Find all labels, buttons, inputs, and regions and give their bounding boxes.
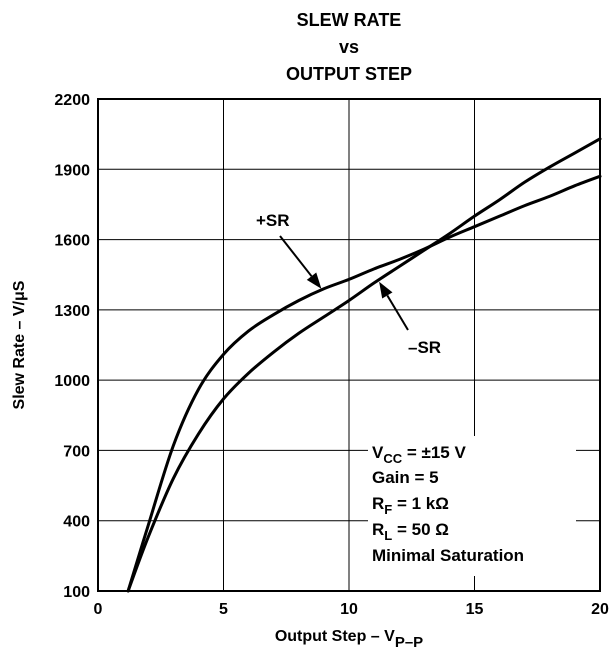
y-tick-label-6: 1900: [54, 162, 90, 179]
annotation-arrow-head-1: [379, 281, 393, 299]
chart-title-line-2: vs: [339, 37, 359, 57]
chart-annotations: +SR –SR: [256, 211, 441, 357]
plot-frame: [97, 98, 601, 592]
condition-box-background: [368, 436, 576, 576]
annotation-label-minus-sr: –SR: [408, 338, 441, 357]
x-tick-label-3: 15: [466, 601, 484, 618]
condition-saturation: Minimal Saturation: [372, 546, 524, 565]
series-line-plus-sr: [126, 174, 602, 593]
x-tick-label-4: 20: [591, 601, 609, 618]
x-tick-label-1: 5: [219, 601, 228, 618]
y-tick-label-0: 100: [63, 584, 90, 601]
condition-box: VCC = ±15 V Gain = 5 RF = 1 kΩ RL = 50 Ω…: [368, 436, 576, 576]
annotation-label-plus-sr: +SR: [256, 211, 290, 230]
x-tick-label-0: 0: [94, 601, 103, 618]
chart-series: [126, 137, 602, 593]
y-tick-label-1: 400: [63, 514, 90, 531]
annotation-arrow-shaft-0: [279, 235, 313, 277]
condition-rl: RL = 50 Ω: [372, 520, 449, 543]
y-tick-label-5: 1600: [54, 233, 90, 250]
chart-title-line-1: SLEW RATE: [297, 10, 402, 30]
y-axis-label: Slew Rate – V/μS: [11, 280, 28, 409]
chart-title-line-3: OUTPUT STEP: [286, 64, 412, 84]
x-tick-label-2: 10: [340, 601, 358, 618]
y-tick-label-4: 1300: [54, 303, 90, 320]
series-line-minus-sr: [126, 137, 602, 593]
condition-vcc: VCC = ±15 V: [372, 443, 466, 466]
condition-rf: RF = 1 kΩ: [372, 494, 449, 517]
condition-gain: Gain = 5: [372, 468, 439, 487]
tick-labels: 0 5 10 15 20 100 400 700 1000 1300 1600 1900 2200: [54, 92, 609, 618]
annotation-arrow-head-0: [306, 272, 322, 289]
y-tick-label-7: 2200: [54, 92, 90, 109]
y-tick-label-2: 700: [63, 443, 90, 460]
x-axis-label: Output Step – VP–P: [275, 628, 423, 651]
annotation-arrow-shaft-1: [386, 294, 409, 331]
y-tick-label-3: 1000: [54, 373, 90, 390]
